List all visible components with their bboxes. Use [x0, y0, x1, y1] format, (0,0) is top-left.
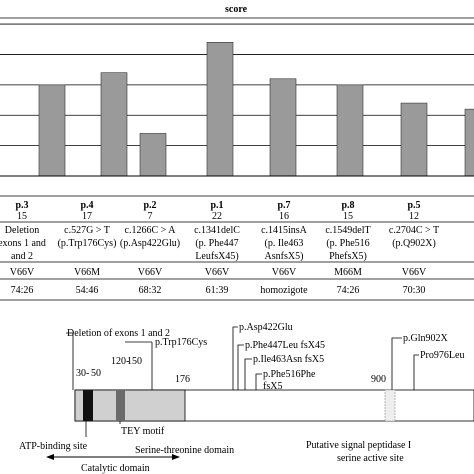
mutation-phe516-label: p.Phe516Phe	[263, 369, 316, 380]
mutation-asp422-label: p.Asp422Glu	[239, 322, 293, 333]
patient-id: p.4	[80, 200, 93, 211]
chart-bars	[38, 42, 474, 177]
polymorphism: V66V	[138, 267, 163, 278]
serine-threonine-domain	[74, 389, 186, 422]
mutation-text: (p. Phe516	[326, 238, 369, 249]
mutation-gln902-label: p.Gln902X	[403, 333, 449, 344]
patient-id: p.7	[277, 200, 290, 211]
signal-peptidase-label-2: serine active site	[337, 453, 404, 464]
mutation-text: (p.Asp422Glu)	[120, 238, 180, 249]
mutation-text: (p.Q902X)	[392, 238, 436, 249]
mutation-text: PhefsX5)	[329, 251, 367, 262]
patient-score: 15	[343, 211, 353, 222]
mutation-text: c.1415insA	[261, 225, 308, 236]
mutation-text: exons 1 and	[0, 238, 46, 249]
mutation-text: LeufsX45)	[195, 251, 238, 262]
polymorphism: V66V	[205, 267, 230, 278]
signal-peptidase-site-block	[384, 389, 396, 422]
arrow-left-head	[46, 454, 54, 460]
mutation-text: AsnfsX5)	[265, 251, 304, 262]
arrow-right-head	[172, 454, 180, 460]
protein-diagram: Deletion of exons 1 and 2 p.Trp176Cys p.…	[19, 322, 474, 474]
allele-ratio: 70:30	[403, 285, 426, 296]
bar	[400, 102, 428, 177]
atp-binding-site-block	[83, 390, 93, 421]
catalytic-domain-label: Catalytic domain	[81, 463, 150, 474]
mutation-text: c.527G > T	[64, 225, 110, 236]
bar	[100, 72, 128, 177]
bar	[336, 84, 364, 177]
bar	[206, 42, 234, 177]
patient-id: p.5	[407, 200, 420, 211]
score-chart: score	[0, 4, 474, 177]
allele-ratio: 61:39	[206, 285, 229, 296]
bar	[38, 84, 66, 177]
mutation-text: c.1266C > A	[125, 225, 177, 236]
mutation-text: (p. Ile463	[265, 238, 304, 249]
mutation-text: (p. Phe447	[195, 238, 238, 249]
polymorphism: V66V	[10, 267, 35, 278]
patient-id: p.1	[210, 200, 223, 211]
polymorphism: M66M	[334, 267, 362, 278]
tey-motif-block	[116, 390, 125, 421]
mutation-text: c.1341delC	[194, 225, 240, 236]
mutation-text: and 2	[11, 251, 33, 262]
patient-score: 15	[17, 211, 27, 222]
position-120-label: 120-	[111, 356, 129, 367]
mutation-text: (p.Trp176Cys)	[58, 238, 117, 249]
bar	[269, 78, 297, 177]
allele-ratio: 74:26	[337, 285, 360, 296]
patient-score: 22	[212, 211, 222, 222]
chart-grid	[0, 17, 474, 147]
patient-score: 7	[148, 211, 153, 222]
polymorphism: V66V	[272, 267, 297, 278]
bar	[139, 133, 167, 177]
allele-ratio: 68:32	[139, 285, 162, 296]
atp-binding-site-label: ATP-binding site	[19, 441, 88, 452]
position-30-label: 30-	[76, 368, 89, 379]
serine-threonine-domain-label: Serine-threonine domain	[135, 445, 234, 456]
patient-id: p.3	[15, 200, 28, 211]
mutation-text: Deletion	[5, 225, 39, 236]
position-176-label: 176	[175, 374, 190, 385]
bar	[464, 108, 474, 177]
mutation-deletion-label: Deletion of exons 1 and 2	[67, 328, 170, 339]
patient-id: p.8	[341, 200, 354, 211]
position-150-label: 150	[127, 356, 142, 367]
polymorphism: V66M	[74, 267, 100, 278]
tey-motif-label: TEY motif	[121, 426, 165, 437]
mutation-pro976-label: Pro976Leu	[420, 350, 464, 361]
mutation-ile463-label: p.Ile463Asn fsX5	[253, 354, 324, 365]
mutation-text: c.1549delT	[325, 225, 370, 236]
signal-peptidase-label: Putative signal peptidase I	[306, 440, 411, 451]
mutation-trp176-label: p.Trp176Cys	[155, 337, 207, 348]
position-50-label: 50	[91, 368, 101, 379]
mutation-phe516-label-2: fsX5	[263, 381, 282, 392]
mutation-text: c.2704C > T	[389, 225, 439, 236]
allele-ratio: 54:46	[76, 285, 99, 296]
position-900-label: 900	[371, 374, 386, 385]
patient-score: 16	[279, 211, 289, 222]
polymorphism: V66V	[402, 267, 427, 278]
allele-ratio: 74:26	[11, 285, 34, 296]
patient-score: 12	[409, 211, 419, 222]
patient-id: p.2	[143, 200, 156, 211]
chart-title: score	[225, 4, 248, 15]
mutation-leaders	[66, 326, 419, 390]
patient-score: 17	[82, 211, 92, 222]
mutation-phe447-label: p.Phe447Leu fsX45	[245, 340, 325, 351]
allele-ratio: homozigote	[260, 285, 308, 296]
